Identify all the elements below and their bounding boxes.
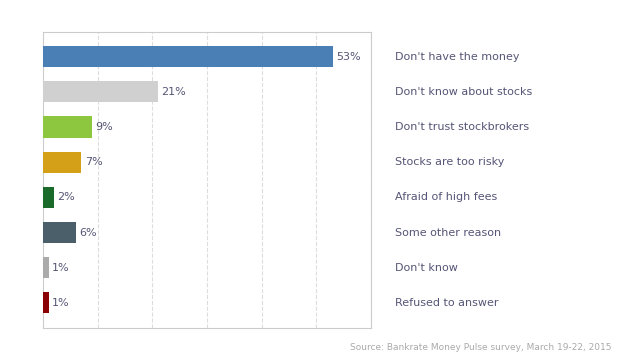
Bar <box>43 81 158 103</box>
Text: 1%: 1% <box>52 263 70 273</box>
Text: Don't have the money: Don't have the money <box>395 52 519 62</box>
Bar <box>43 46 332 67</box>
Text: 9%: 9% <box>96 122 114 132</box>
Text: 6%: 6% <box>79 227 97 237</box>
Bar <box>43 292 49 313</box>
Text: Don't trust stockbrokers: Don't trust stockbrokers <box>395 122 529 132</box>
Bar <box>43 116 93 137</box>
Text: 21%: 21% <box>161 87 186 97</box>
Text: 2%: 2% <box>57 192 75 202</box>
Text: Some other reason: Some other reason <box>395 227 501 237</box>
Text: Don't know: Don't know <box>395 263 457 273</box>
Text: Don't know about stocks: Don't know about stocks <box>395 87 532 97</box>
Text: 53%: 53% <box>336 52 360 62</box>
Text: Refused to answer: Refused to answer <box>395 298 498 308</box>
Bar <box>43 187 54 208</box>
Text: Afraid of high fees: Afraid of high fees <box>395 192 497 202</box>
Text: 1%: 1% <box>52 298 70 308</box>
Text: 7%: 7% <box>85 157 103 167</box>
Bar <box>43 222 76 243</box>
Text: Stocks are too risky: Stocks are too risky <box>395 157 504 167</box>
Bar <box>43 152 82 173</box>
Text: Source: Bankrate Money Pulse survey, March 19-22, 2015: Source: Bankrate Money Pulse survey, Mar… <box>350 344 612 352</box>
Bar <box>43 257 49 278</box>
